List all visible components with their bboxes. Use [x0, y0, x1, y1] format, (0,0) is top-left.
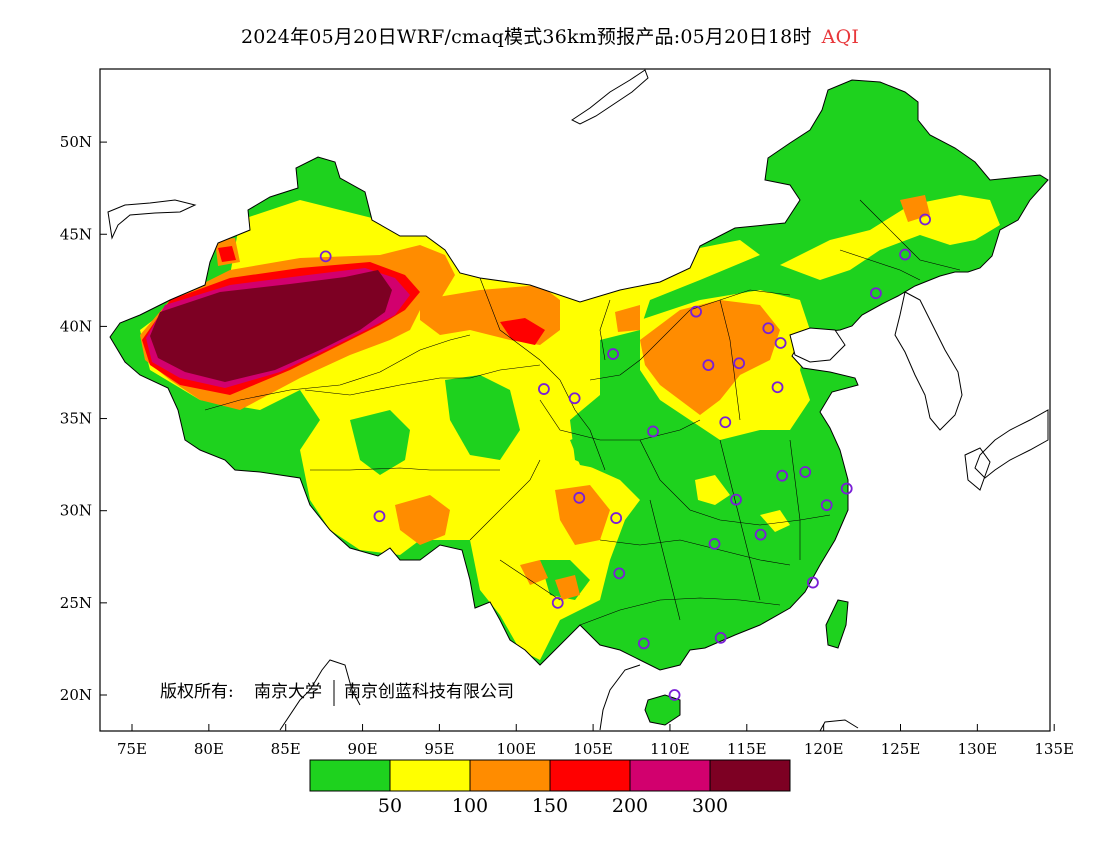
- legend-label: 200: [612, 795, 648, 817]
- y-tick-label: 25N: [60, 594, 92, 612]
- legend-swatch: [629, 759, 711, 792]
- city-marker: [870, 287, 882, 300]
- y-tick-label: 50N: [60, 133, 92, 151]
- country-outline: [107, 69, 1049, 731]
- x-axis: 75E 80E 85E 90E 95E 100E 105E 110E 115E 120E 125E 1…: [117, 724, 1074, 758]
- legend-swatch: [469, 759, 551, 792]
- title-text: 2024年05月20日WRF/cmaq模式36km预报产品:05月20日18时: [240, 26, 812, 48]
- aqi-hazardous-zone: [150, 270, 392, 382]
- city-marker: [613, 567, 626, 580]
- city-marker: [637, 637, 650, 650]
- city-marker: [840, 482, 853, 495]
- y-tick-label: 30N: [60, 502, 92, 520]
- province-boundaries: [204, 199, 961, 626]
- city-marker: [730, 493, 742, 506]
- x-tick-label: 80E: [194, 740, 224, 758]
- city-marker: [607, 348, 619, 360]
- city-marker: [610, 512, 623, 524]
- city-marker: [899, 248, 912, 261]
- city-marker: [573, 491, 586, 504]
- city-marker: [690, 305, 702, 318]
- copyright-org2: 南京创蓝科技有限公司: [344, 682, 514, 702]
- aqi-legend: 50 100 150 200 300: [309, 759, 791, 817]
- x-tick-label: 120E: [804, 740, 844, 758]
- copyright: 版权所有: 南京大学 南京创蓝科技有限公司: [160, 680, 514, 706]
- city-marker: [319, 250, 332, 263]
- legend-swatch: [389, 759, 471, 792]
- city-marker: [568, 392, 581, 405]
- title-variable: AQI: [821, 26, 860, 48]
- x-tick-label: 135E: [1034, 740, 1074, 758]
- city-stations: [319, 213, 931, 701]
- y-tick-label: 35N: [60, 410, 92, 428]
- legend-label: 100: [452, 795, 488, 817]
- x-tick-label: 90E: [348, 740, 378, 758]
- x-tick-label: 75E: [117, 740, 147, 758]
- map-title: 2024年05月20日WRF/cmaq模式36km预报产品:05月20日18时 A…: [0, 22, 1100, 49]
- x-tick-label: 100E: [496, 740, 536, 758]
- city-marker: [806, 576, 819, 589]
- y-tick-label: 45N: [60, 225, 92, 243]
- city-marker: [762, 322, 775, 335]
- city-marker: [702, 359, 715, 372]
- city-marker: [754, 528, 767, 541]
- legend-swatch: [709, 759, 791, 792]
- city-marker: [799, 466, 812, 478]
- legend-label: 50: [378, 795, 402, 817]
- city-marker: [919, 213, 931, 226]
- y-tick-label: 20N: [60, 686, 92, 704]
- x-tick-label: 130E: [958, 740, 998, 758]
- y-axis: 20N 25N 30N 35N 40N 45N 50N: [60, 133, 107, 704]
- x-tick-label: 95E: [424, 740, 454, 758]
- city-marker: [668, 689, 681, 701]
- copyright-label: 版权所有:: [160, 682, 234, 702]
- x-tick-label: 125E: [881, 740, 921, 758]
- city-marker: [719, 416, 732, 429]
- city-marker: [551, 596, 564, 609]
- city-marker: [776, 469, 789, 482]
- legend-swatch: [549, 759, 631, 792]
- y-tick-label: 40N: [60, 317, 92, 335]
- city-marker: [774, 337, 787, 349]
- city-marker: [771, 381, 784, 394]
- legend-swatch: [309, 759, 391, 792]
- copyright-org1: 南京大学: [254, 682, 322, 702]
- city-marker: [708, 537, 721, 550]
- city-marker: [714, 631, 727, 644]
- city-marker: [538, 383, 550, 395]
- city-marker: [647, 425, 659, 438]
- x-tick-label: 105E: [573, 740, 613, 758]
- x-tick-label: 85E: [271, 740, 301, 758]
- city-marker: [733, 357, 746, 370]
- x-tick-label: 110E: [650, 740, 690, 758]
- legend-label: 150: [532, 795, 568, 817]
- x-tick-label: 115E: [727, 740, 767, 758]
- city-marker: [820, 499, 833, 512]
- legend-label: 300: [692, 795, 728, 817]
- city-marker: [373, 510, 386, 523]
